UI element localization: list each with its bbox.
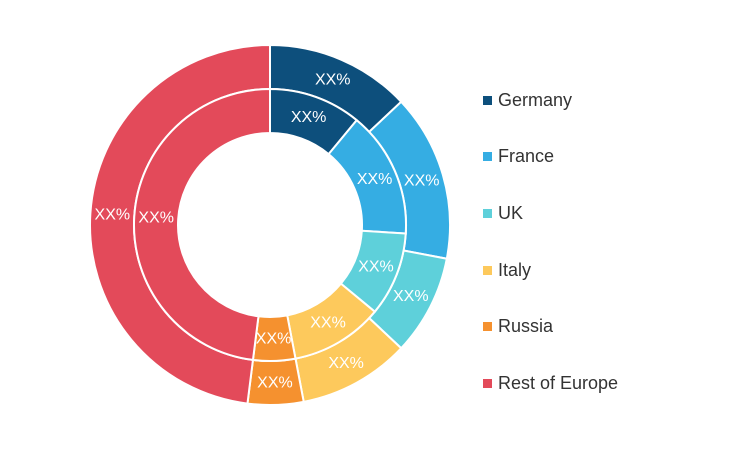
legend-item-rest-of-europe: Rest of Europe (483, 355, 618, 412)
outer-slice-label: XX% (257, 374, 293, 391)
legend-label: UK (498, 202, 524, 223)
legend-swatch (483, 152, 492, 162)
legend-label: Rest of Europe (498, 372, 619, 393)
legend-label: Russia (498, 316, 554, 337)
legend-swatch (483, 322, 492, 332)
inner-slice-rest-of-europe (133, 87, 271, 362)
legend-item-italy: Italy (483, 242, 618, 299)
legend-item-germany: Germany (483, 72, 618, 129)
legend-swatch (483, 378, 492, 388)
legend-label: Germany (498, 89, 573, 110)
outer-slice-label: XX% (315, 71, 351, 88)
legend-label: Italy (498, 259, 532, 280)
inner-slice-label: XX% (138, 209, 174, 226)
inner-slice-label: XX% (357, 171, 393, 188)
inner-slice-label: XX% (358, 258, 394, 275)
legend-label: France (498, 146, 555, 167)
legend-swatch (483, 95, 492, 105)
outer-slice-label: XX% (328, 355, 364, 372)
outer-slice-label: XX% (404, 172, 440, 189)
outer-slice-label: XX% (95, 207, 131, 224)
outer-slice-label: XX% (393, 288, 429, 305)
legend-item-france: France (483, 129, 618, 186)
legend-swatch (483, 208, 492, 218)
legend-item-russia: Russia (483, 298, 618, 355)
legend-item-uk: UK (483, 185, 618, 242)
legend: Germany France UK Italy Russia Rest of E… (483, 72, 618, 412)
inner-slice-label: XX% (310, 315, 346, 332)
inner-slice-label: XX% (256, 330, 292, 347)
legend-swatch (483, 265, 492, 275)
inner-slice-label: XX% (291, 109, 327, 126)
